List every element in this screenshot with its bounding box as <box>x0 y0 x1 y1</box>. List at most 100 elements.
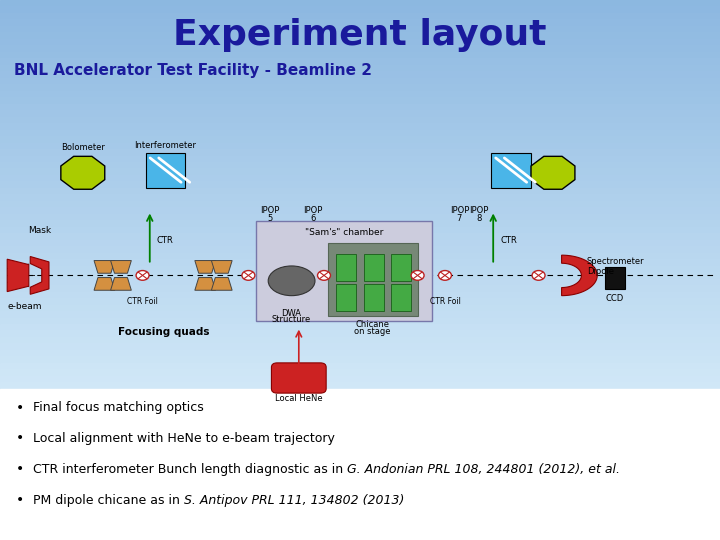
Bar <box>0 311 720 318</box>
Bar <box>0 39 720 45</box>
Bar <box>0 130 720 136</box>
Bar <box>0 369 720 376</box>
Bar <box>0 220 720 227</box>
Bar <box>0 97 720 104</box>
Bar <box>0 343 720 350</box>
Bar <box>145 152 186 187</box>
Bar <box>256 221 432 321</box>
Bar <box>0 168 720 175</box>
Bar <box>491 152 531 187</box>
Text: Experiment layout: Experiment layout <box>174 18 546 52</box>
Text: Local alignment with HeNe to e-beam trajectory: Local alignment with HeNe to e-beam traj… <box>33 432 335 445</box>
Text: •: • <box>16 431 24 446</box>
Bar <box>0 318 720 324</box>
Bar <box>364 284 384 310</box>
Text: 5: 5 <box>267 214 273 224</box>
Bar <box>0 324 720 330</box>
Text: Mask: Mask <box>28 226 51 235</box>
Text: CTR: CTR <box>500 236 517 245</box>
Bar <box>0 149 720 156</box>
FancyBboxPatch shape <box>271 363 326 393</box>
Bar <box>0 201 720 207</box>
Bar <box>328 243 418 316</box>
Bar <box>0 84 720 91</box>
Text: Structure: Structure <box>272 315 311 325</box>
Text: PM dipole chicane as in: PM dipole chicane as in <box>33 494 184 507</box>
Bar <box>0 156 720 162</box>
Bar <box>0 272 720 279</box>
Text: •: • <box>16 462 24 476</box>
Polygon shape <box>195 261 215 273</box>
Bar <box>0 175 720 181</box>
Text: 6: 6 <box>310 214 316 224</box>
Polygon shape <box>30 256 49 294</box>
Bar <box>0 117 720 123</box>
Polygon shape <box>7 259 29 292</box>
Text: CTR Foil: CTR Foil <box>430 297 460 306</box>
Polygon shape <box>195 278 215 291</box>
Bar <box>0 181 720 188</box>
Bar <box>0 279 720 285</box>
Text: CTR: CTR <box>157 236 174 245</box>
Polygon shape <box>61 157 104 189</box>
Bar <box>0 285 720 292</box>
Bar <box>0 363 720 369</box>
Bar <box>0 0 720 6</box>
Bar <box>0 305 720 311</box>
Bar <box>0 52 720 58</box>
Circle shape <box>242 271 255 280</box>
Text: 7: 7 <box>456 214 462 224</box>
Bar <box>0 78 720 84</box>
Text: Bolometer: Bolometer <box>61 143 104 152</box>
Bar <box>0 104 720 110</box>
Polygon shape <box>94 278 114 291</box>
Text: e-beam: e-beam <box>7 302 42 312</box>
Bar <box>364 254 384 281</box>
Bar <box>0 350 720 356</box>
Text: Spectrometer: Spectrometer <box>587 258 644 266</box>
Bar <box>0 298 720 305</box>
Text: CCD: CCD <box>606 294 624 303</box>
Bar <box>0 123 720 130</box>
Text: •: • <box>16 493 24 507</box>
Text: IPOP: IPOP <box>261 206 279 215</box>
Circle shape <box>136 271 149 280</box>
Text: Chicane: Chicane <box>356 320 390 329</box>
Bar <box>0 162 720 168</box>
Bar <box>0 143 720 149</box>
Bar <box>0 194 720 201</box>
Bar <box>0 246 720 253</box>
Bar <box>0 266 720 272</box>
Bar <box>0 292 720 298</box>
Bar <box>0 227 720 233</box>
Text: •: • <box>16 401 24 415</box>
Polygon shape <box>562 255 597 296</box>
Text: on stage: on stage <box>354 327 391 336</box>
Bar <box>605 267 625 289</box>
Bar <box>0 32 720 39</box>
Bar <box>0 382 720 389</box>
Bar <box>0 136 720 143</box>
Text: Local HeNe: Local HeNe <box>275 394 323 403</box>
Bar <box>0 6 720 13</box>
Text: IPOP: IPOP <box>469 206 488 215</box>
Bar <box>0 356 720 363</box>
Circle shape <box>318 271 330 280</box>
Text: "Sam's" chamber: "Sam's" chamber <box>305 228 383 237</box>
Bar <box>0 330 720 337</box>
Ellipse shape <box>269 266 315 296</box>
Text: CTR Foil: CTR Foil <box>127 297 158 306</box>
Circle shape <box>438 271 451 280</box>
Bar <box>0 337 720 343</box>
Bar <box>0 253 720 259</box>
Text: 8: 8 <box>476 214 482 224</box>
Polygon shape <box>531 157 575 189</box>
Polygon shape <box>212 278 232 291</box>
Bar <box>0 65 720 71</box>
Text: Interferometer: Interferometer <box>135 141 197 150</box>
Bar <box>0 376 720 382</box>
Bar <box>0 13 720 19</box>
Text: DWA: DWA <box>282 309 302 318</box>
Text: CTR interferometer Bunch length diagnostic as in: CTR interferometer Bunch length diagnost… <box>33 463 347 476</box>
Bar <box>0 45 720 52</box>
